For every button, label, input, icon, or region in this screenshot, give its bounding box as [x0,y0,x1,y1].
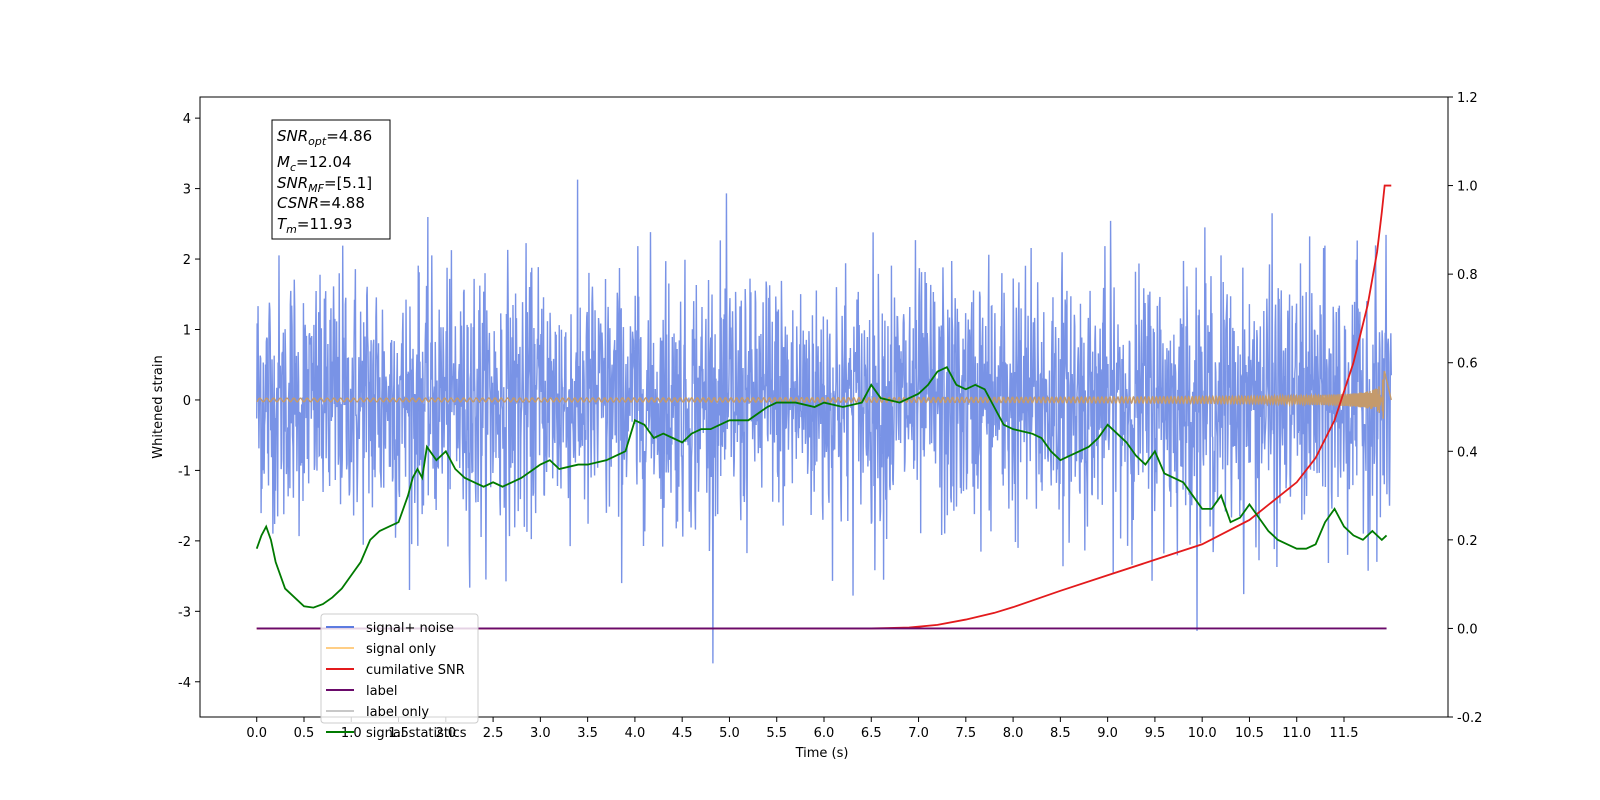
stat-mc: Mc=12.04 [277,153,352,174]
stat-snr-opt: SNRopt=4.86 [277,127,372,148]
y2-tick-label: 0.2 [1457,534,1478,549]
x-tick-label: 4.0 [625,726,646,741]
signal-noise-line [256,179,1392,664]
signal-only-line [256,371,1392,419]
x-tick-label: 7.5 [955,726,976,741]
series-line [255,365,1388,609]
x-tick-label: 1.5 [388,726,409,741]
x-tick-label: 10.0 [1188,726,1217,741]
legend: signal+ noise signal only cumilative SNR la… [320,613,479,741]
y-tick-label: -1 [178,464,191,479]
series-line [256,184,1392,630]
y2-tick-label: 0.0 [1457,622,1478,637]
stats-box-frame [271,119,391,240]
stat-snr-mf: SNRMF=[5.1] [277,174,372,195]
x-tick-label: 3.0 [530,726,551,741]
x-tick-label: 4.5 [672,726,693,741]
x-tick-label: 1.0 [341,726,362,741]
legend-label: label only [366,705,429,720]
y-tick-label: 1 [183,324,191,339]
stats-box: SNRopt=4.86 Mc=12.04 SNRMF=[5.1] CSNR=4.… [271,119,391,240]
legend-label: signal only [366,642,436,657]
x-tick-label: 2.0 [435,726,456,741]
x-tick-label: 11.0 [1282,726,1311,741]
y-tick-label: -2 [178,535,191,550]
y2-tick-label: 0.6 [1457,357,1478,372]
legend-label: signal statistics [366,726,467,741]
x-tick-label: 5.0 [719,726,740,741]
x-axis-label: Time (s) [795,746,849,761]
legend-label: label [366,684,397,699]
y2-tick-label: 0.4 [1457,445,1478,460]
y-axis-right: 1.2 1.0 0.8 0.6 0.4 0.2 0.0 -0.2 [1448,91,1482,726]
y-tick-label: -4 [178,676,191,691]
x-tick-label: 8.5 [1050,726,1071,741]
y2-tick-label: -0.2 [1457,711,1482,726]
y-tick-label: 3 [183,183,191,198]
x-tick-label: 7.0 [908,726,929,741]
y-tick-label: -3 [178,605,191,620]
y-axis-label: Whitened strain [151,355,166,458]
x-tick-label: 11.5 [1330,726,1359,741]
y-axis-left: 4 3 2 1 0 -1 -2 -3 -4 [178,112,200,691]
y-tick-label: 4 [183,112,191,127]
y-tick-label: 0 [183,394,191,409]
legend-frame [320,613,479,724]
x-tick-label: 9.0 [1097,726,1118,741]
x-tick-label: 8.0 [1003,726,1024,741]
legend-label: cumilative SNR [366,663,465,678]
x-tick-label: 10.5 [1235,726,1264,741]
stat-tm: Tm=11.93 [277,215,352,236]
stat-csnr: CSNR=4.88 [277,194,365,212]
x-tick-label: 0.5 [294,726,315,741]
x-tick-label: 0.0 [246,726,267,741]
x-tick-label: 3.5 [577,726,598,741]
signal-only-series [256,371,1392,419]
y2-tick-label: 1.0 [1457,180,1478,195]
x-tick-label: 5.5 [766,726,787,741]
x-axis: 0.0 0.5 1.0 1.5 2.0 2.5 3.0 3.5 4.0 4.5 5.0 5.5 6.0 6… [246,717,1358,741]
legend-label: signal+ noise [366,621,454,636]
x-tick-label: 6.5 [861,726,882,741]
y2-tick-label: 0.8 [1457,268,1478,283]
x-tick-label: 2.5 [483,726,504,741]
x-tick-label: 6.0 [814,726,835,741]
x-tick-label: 9.5 [1145,726,1166,741]
y2-tick-label: 1.2 [1457,91,1478,106]
y-tick-label: 2 [183,253,191,268]
signal-noise-series [256,179,1392,664]
